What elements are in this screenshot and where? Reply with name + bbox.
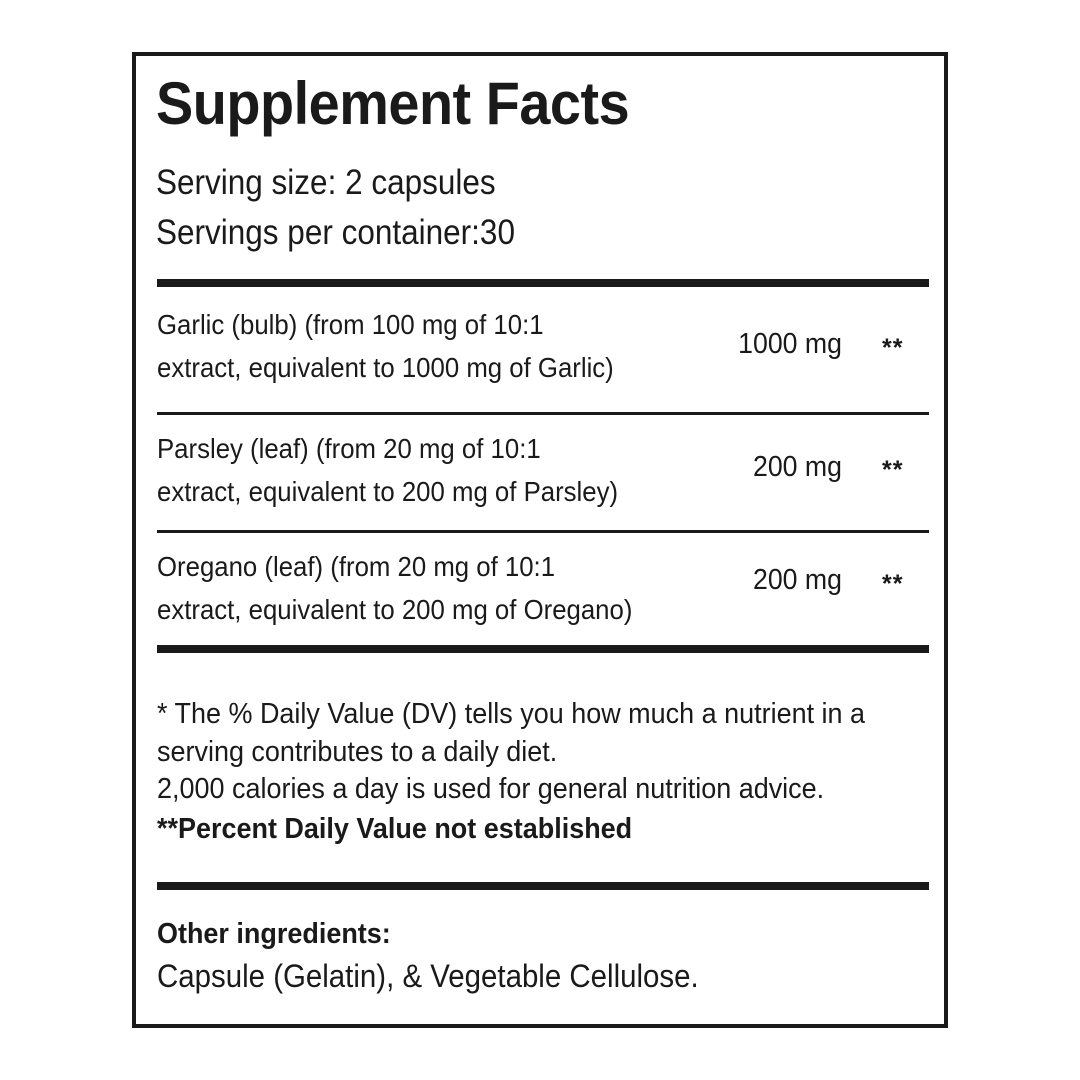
ingredient-description: Oregano (leaf) (from 20 mg of 10:1 extra…: [157, 546, 717, 631]
rule-header-bottom: [157, 279, 929, 287]
ingredient-description-line: extract, equivalent to 200 mg of Parsley…: [157, 475, 619, 507]
rule-table-bottom: [157, 645, 929, 653]
footnote-line: serving contributes to a daily diet.: [157, 735, 558, 768]
other-ingredients-body: Capsule (Gelatin), & Vegetable Cellulose…: [157, 958, 699, 995]
ingredient-amount: 200 mg: [753, 564, 842, 596]
servings-per-container-line: Servings per container:30: [156, 212, 515, 252]
serving-size-line: Serving size: 2 capsules: [156, 163, 496, 202]
other-ingredients-heading: Other ingredients:: [157, 918, 391, 950]
supplement-facts-content: Supplement Facts Serving size: 2 capsule…: [154, 56, 929, 1024]
footnote-percent-daily-value: **Percent Daily Value not established: [157, 813, 633, 846]
other-ingredients-block: Other ingredients: Capsule (Gelatin), & …: [157, 914, 929, 998]
ingredient-daily-value: **: [882, 456, 904, 484]
footnote-block: * The % Daily Value (DV) tells you how m…: [157, 696, 929, 850]
rule-row-separator: [157, 412, 929, 415]
footnote-line: 2,000 calories a day is used for general…: [157, 773, 825, 806]
ingredient-amount: 1000 mg: [738, 328, 842, 360]
ingredient-amount: 200 mg: [753, 451, 842, 483]
rule-other-ingredients-top: [157, 882, 929, 890]
supplement-facts-panel: Supplement Facts Serving size: 2 capsule…: [132, 52, 948, 1028]
page-title: Supplement Facts: [156, 70, 630, 137]
ingredient-description-line: extract, equivalent to 1000 mg of Garlic…: [157, 351, 614, 383]
ingredient-description-line: Parsley (leaf) (from 20 mg of 10:1: [157, 433, 541, 464]
ingredient-daily-value: **: [882, 334, 904, 362]
ingredient-description-line: Garlic (bulb) (from 100 mg of 10:1: [157, 309, 544, 340]
rule-row-separator: [157, 530, 929, 533]
ingredient-description-line: extract, equivalent to 200 mg of Oregano…: [157, 593, 633, 625]
ingredient-description: Parsley (leaf) (from 20 mg of 10:1 extra…: [157, 428, 717, 513]
ingredient-description-line: Oregano (leaf) (from 20 mg of 10:1: [157, 551, 556, 582]
serving-information: Serving size: 2 capsules Servings per co…: [156, 158, 916, 257]
footnote-line: * The % Daily Value (DV) tells you how m…: [157, 698, 866, 730]
ingredient-daily-value: **: [882, 570, 904, 598]
ingredient-description: Garlic (bulb) (from 100 mg of 10:1 extra…: [157, 304, 717, 389]
